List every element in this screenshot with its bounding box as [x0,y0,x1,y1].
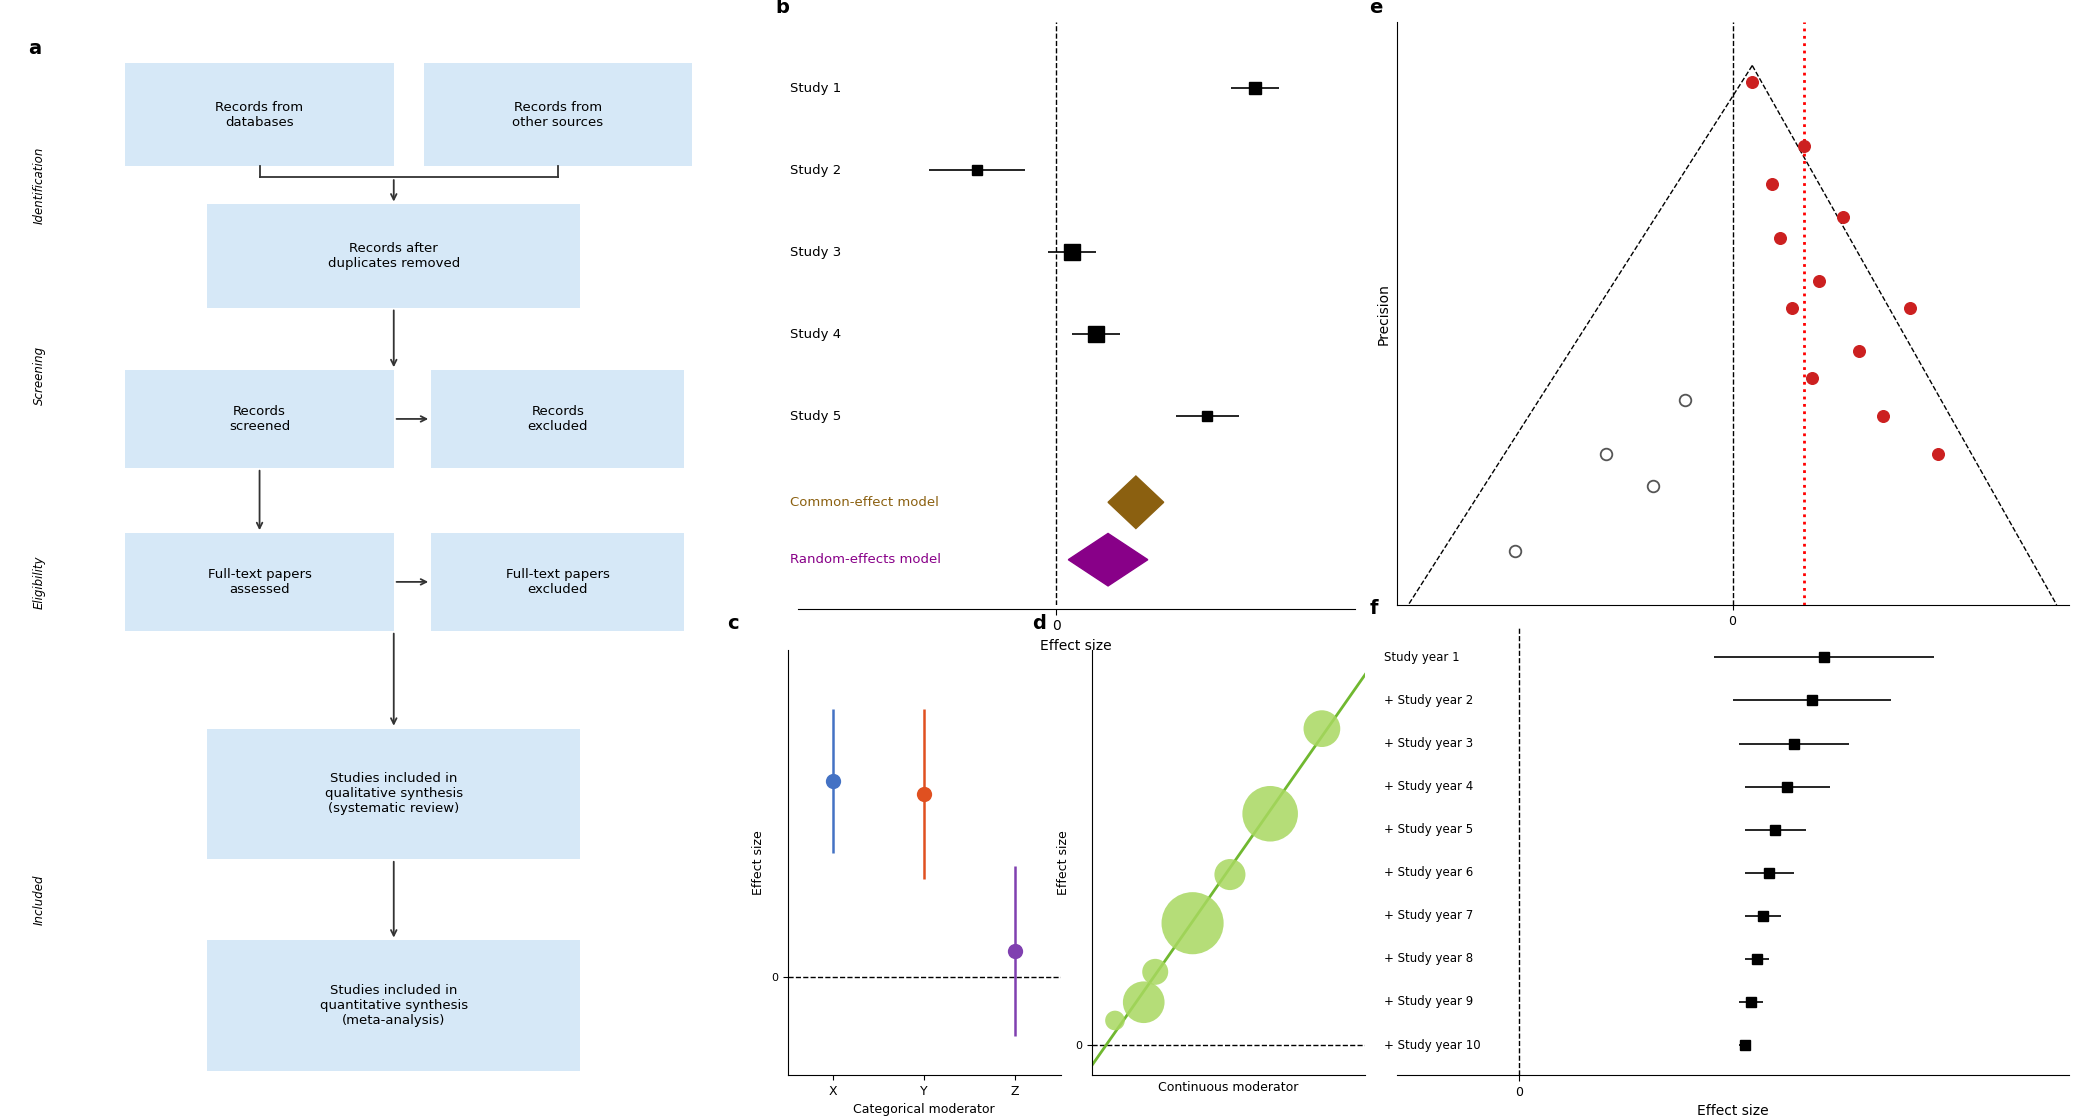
Text: + Study year 4: + Study year 4 [1384,781,1474,793]
Point [1756,175,1789,193]
Text: + Study year 6: + Study year 6 [1384,866,1474,879]
Text: a: a [29,39,42,58]
Point [1138,963,1172,981]
Text: Identification: Identification [34,147,46,224]
Point [1590,445,1623,463]
Text: + Study year 3: + Study year 3 [1384,737,1474,750]
Text: Study 2: Study 2 [790,164,842,177]
FancyBboxPatch shape [430,370,685,468]
Point [1304,720,1338,738]
Point [1787,138,1821,156]
Text: Common-effect model: Common-effect model [790,496,939,508]
Point [1796,370,1829,388]
Text: Studies included in
quantitative synthesis
(meta-analysis): Studies included in quantitative synthes… [319,984,468,1027]
Text: Records from
other sources: Records from other sources [512,101,603,129]
Point [1842,343,1875,361]
Text: Records
excluded: Records excluded [527,405,588,433]
Point [1636,477,1670,495]
X-axis label: Effect size: Effect size [1697,633,1768,647]
FancyBboxPatch shape [208,941,580,1071]
Text: Study 1: Study 1 [790,82,842,94]
FancyBboxPatch shape [208,204,580,308]
Y-axis label: Precision: Precision [1378,282,1390,345]
Point [1764,230,1798,248]
Point [1128,993,1161,1011]
FancyBboxPatch shape [208,729,580,859]
Text: Included: Included [34,875,46,925]
Point [1867,407,1901,424]
Text: + Study year 9: + Study year 9 [1384,996,1474,1008]
Text: Records after
duplicates removed: Records after duplicates removed [328,242,460,270]
FancyBboxPatch shape [126,533,395,631]
Text: Records from
databases: Records from databases [216,101,304,129]
Text: Records
screened: Records screened [229,405,290,433]
Polygon shape [1069,533,1149,586]
FancyBboxPatch shape [126,370,395,468]
Text: + Study year 2: + Study year 2 [1384,694,1474,707]
X-axis label: Continuous moderator: Continuous moderator [1159,1081,1298,1094]
Point [1098,1011,1132,1029]
Text: b: b [775,0,790,17]
Point [1802,272,1835,290]
Polygon shape [1109,476,1163,529]
Point [1667,391,1701,409]
FancyBboxPatch shape [126,63,395,167]
Text: c: c [727,614,739,633]
Y-axis label: Effect size: Effect size [1056,830,1069,895]
FancyBboxPatch shape [424,63,693,167]
Text: Eligibility: Eligibility [34,556,46,608]
Point [1774,299,1808,317]
Point [1827,207,1861,225]
Point [1176,914,1210,932]
Text: Screening: Screening [34,346,46,405]
Point [1254,805,1287,823]
Text: Full-text papers
excluded: Full-text papers excluded [506,568,609,596]
X-axis label: Categorical moderator: Categorical moderator [853,1103,995,1117]
Text: Random-effects model: Random-effects model [790,553,941,567]
Text: + Study year 7: + Study year 7 [1384,909,1474,922]
Point [1894,299,1928,317]
Text: Full-text papers
assessed: Full-text papers assessed [208,568,311,596]
FancyBboxPatch shape [430,533,685,631]
X-axis label: Effect size: Effect size [1697,1104,1768,1118]
Y-axis label: Effect size: Effect size [752,830,764,895]
Text: Study year 1: Study year 1 [1384,651,1460,664]
Text: Studies included in
qualitative synthesis
(systematic review): Studies included in qualitative synthesi… [326,773,462,815]
Text: Study 3: Study 3 [790,245,842,259]
Text: + Study year 5: + Study year 5 [1384,823,1474,837]
Text: f: f [1369,599,1378,618]
Point [1735,73,1768,91]
Text: Study 4: Study 4 [790,328,842,340]
Point [1214,866,1247,884]
Text: + Study year 8: + Study year 8 [1384,952,1474,965]
Point [1497,542,1531,560]
Point [1922,445,1955,463]
Text: + Study year 10: + Study year 10 [1384,1038,1480,1052]
Text: e: e [1369,0,1384,17]
Text: d: d [1031,614,1046,633]
X-axis label: Effect size: Effect size [1040,638,1113,653]
Text: Study 5: Study 5 [790,410,842,422]
